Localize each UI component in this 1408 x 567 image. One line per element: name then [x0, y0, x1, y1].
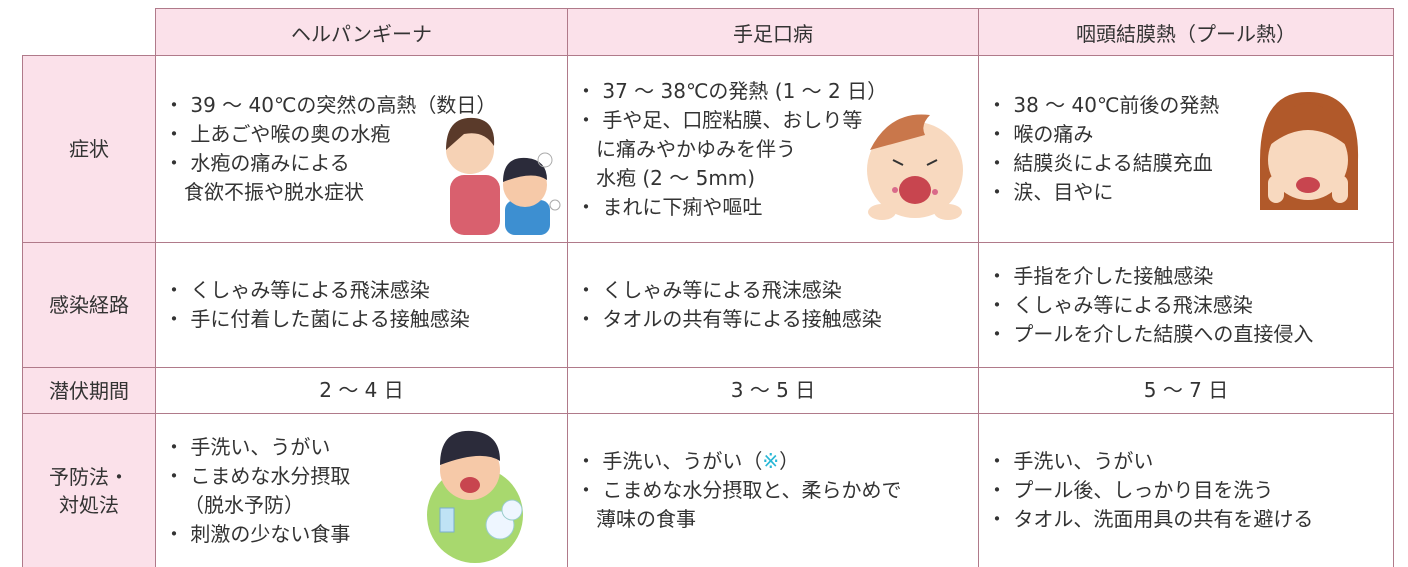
table-cell: ・ 手洗い、うがい・ こまめな水分摂取 （脱水予防） ・ 刺激の少ない食事 — [155, 413, 568, 567]
cell-line: ・ くしゃみ等による飛沫感染 — [987, 292, 1253, 317]
row-label-line: 対処法 — [59, 492, 119, 517]
cell-line: ・ くしゃみ等による飛沫感染 — [576, 278, 842, 302]
cell-line: ・ 涙、目やに — [987, 180, 1114, 204]
cell-text: ・ 手洗い、うがい（ — [576, 449, 763, 473]
cell-line: ・ くしゃみ等による飛沫感染 — [164, 278, 430, 302]
table-cell: ・ 手洗い、うがい・ プール後、しっかり目を洗う・ タオル、洗面用具の共有を避け… — [978, 413, 1394, 567]
table-cell: ・ 39 ～ 40℃の突然の高熱（数日） ・ 上あごや喉の奥の水疱・ 水疱の痛みに… — [155, 55, 568, 243]
cell-line: ・ 手に付着した菌による接触感染 — [164, 307, 470, 331]
cell-line: ・ 38 ～ 40℃前後の発熱 — [987, 93, 1220, 117]
row-label: 潜伏期間 — [22, 367, 156, 414]
cell-line: ・ 手洗い、うがい — [987, 449, 1154, 473]
table-cell: ・ 手洗い、うがい（※）・ こまめな水分摂取と、柔らかめで 薄味の食事 — [567, 413, 979, 567]
row-label: 感染経路 — [22, 242, 156, 368]
cell-line: ・ 手洗い、うがい — [164, 434, 331, 459]
cell-line: ・ 水疱の痛みによる — [164, 151, 350, 175]
row-label-line: 潜伏期間 — [49, 378, 129, 403]
cell-line: ・ 喉の痛み — [987, 122, 1094, 146]
table-cell: ・ くしゃみ等による飛沫感染・ タオルの共有等による接触感染 — [567, 242, 979, 368]
table-cell: 5 ～ 7 日 — [978, 367, 1394, 414]
row-label-line: 予防法・ — [49, 464, 129, 489]
cell-line: ・ 刺激の少ない食事 — [164, 521, 351, 546]
cell-line: ・ こまめな水分摂取 — [164, 463, 351, 488]
cell-text: ） — [779, 449, 800, 473]
cell-line: ・ プールを介した結膜への直接侵入 — [987, 321, 1314, 346]
cell-line: 3 ～ 5 日 — [730, 378, 816, 402]
cell-line: ・ タオルの共有等による接触感染 — [576, 307, 882, 331]
row-label-line: 症状 — [69, 137, 109, 161]
cell-line: ・ プール後、しっかり目を洗う — [987, 478, 1274, 502]
cell-line: ・ 結膜炎による結膜充血 — [987, 151, 1213, 175]
cell-line: 薄味の食事 — [596, 507, 696, 531]
row-label-line: 感染経路 — [49, 293, 129, 317]
note-mark: ※ — [762, 449, 780, 473]
table-row: 感染経路・ くしゃみ等による飛沫感染・ 手に付着した菌による接触感染・ くしゃみ… — [22, 242, 1394, 368]
cell-line: ・ 手洗い、うがい（※） — [576, 447, 978, 476]
row-label: 予防法・ 対処法 — [22, 413, 156, 567]
header-row: ヘルパンギーナ 手足口病 咽頭結膜熱（プール熱） — [22, 8, 1394, 56]
corner — [22, 8, 156, 56]
row-label: 症状 — [22, 55, 156, 243]
cell-line: （脱水予防） — [184, 492, 304, 517]
table-cell: 2 ～ 4 日 — [155, 367, 568, 414]
cell-line: 食欲不振や脱水症状 — [184, 180, 364, 204]
cell-line: 5 ～ 7 日 — [1143, 378, 1229, 402]
table-cell: ・ 38 ～ 40℃前後の発熱・ 喉の痛み・ 結膜炎による結膜充血・ 涙、目やに — [978, 55, 1394, 243]
cell-line: に痛みやかゆみを伴う — [596, 136, 796, 161]
column-header: ヘルパンギーナ — [155, 8, 568, 56]
comparison-table: ヘルパンギーナ 手足口病 咽頭結膜熱（プール熱） 症状 ・ 39 ～ 40℃の突然の高… — [22, 8, 1394, 567]
cell-line: 2 ～ 4 日 — [319, 378, 404, 402]
table-cell: 3 ～ 5 日 — [567, 367, 979, 414]
cell-line: ・ こまめな水分摂取と、柔らかめで — [576, 478, 902, 502]
table-cell: ・ くしゃみ等による飛沫感染・ 手に付着した菌による接触感染 — [155, 242, 568, 368]
column-header: 咽頭結膜熱（プール熱） — [978, 8, 1394, 56]
cell-line: ・ 39 ～ 40℃の突然の高熱（数日） — [164, 93, 497, 117]
cell-line: ・ タオル、洗面用具の共有を避ける — [987, 507, 1314, 531]
cell-line: ・ 手や足、口腔粘膜、おしり等 — [576, 107, 863, 132]
cell-line: ・ 37 ～ 38℃の発熱 (1 ～ 2 日） — [576, 78, 888, 103]
table-cell: ・ 手指を介した接触感染・ くしゃみ等による飛沫感染・ プールを介した結膜への直… — [978, 242, 1394, 368]
cell-line: ・ 上あごや喉の奥の水疱 — [164, 122, 391, 146]
cell-line: 水疱 (2 ～ 5mm) — [596, 165, 756, 190]
table-cell: ・ 37 ～ 38℃の発熱 (1 ～ 2 日） ・ 手や足、口腔粘膜、おしり等に痛… — [567, 55, 979, 243]
column-header: 手足口病 — [567, 8, 979, 56]
table-row: 潜伏期間 2 ～ 4 日 3 ～ 5 日 5 ～ 7 日 — [22, 367, 1394, 414]
table-row: 症状 ・ 39 ～ 40℃の突然の高熱（数日） ・ 上あごや喉の奥の水疱・ 水疱の痛… — [22, 55, 1394, 243]
cell-line: ・ 手指を介した接触感染 — [987, 263, 1214, 288]
table-row: 予防法・ 対処法・ 手洗い、うがい・ こまめな水分摂取 （脱水予防）・ 刺激の少ない… — [22, 413, 1394, 567]
cell-line: ・ まれに下痢や嘔吐 — [576, 194, 763, 219]
